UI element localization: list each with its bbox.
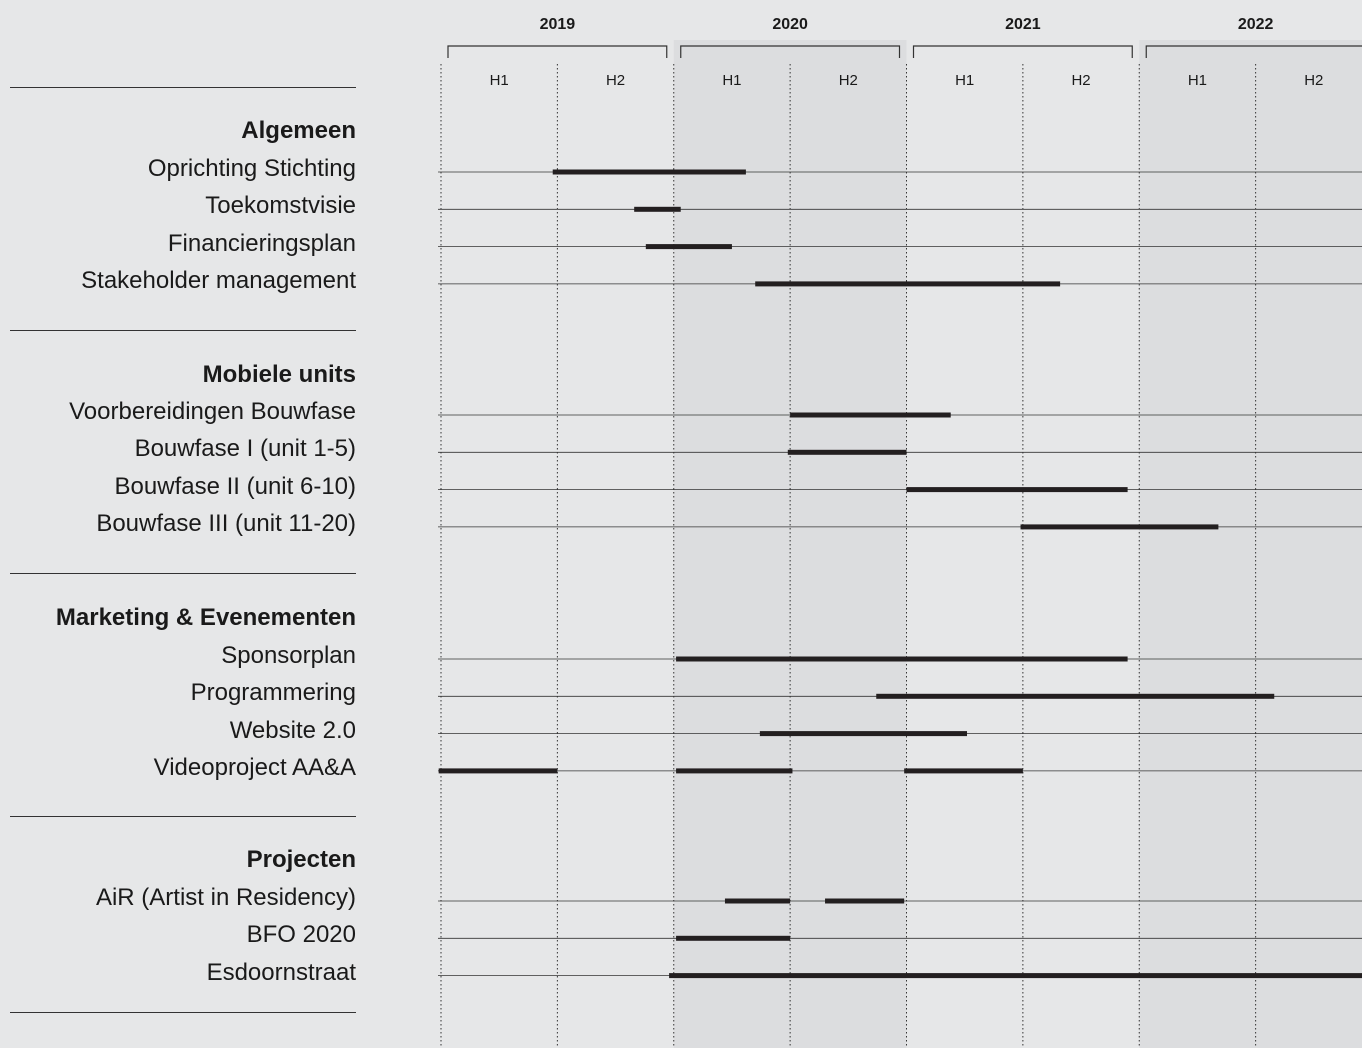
task-label: Toekomstvisie bbox=[205, 192, 356, 220]
task-label: Voorbereidingen Bouwfase bbox=[69, 398, 356, 425]
task-label: Website 2.0 bbox=[229, 716, 356, 744]
task-bar bbox=[552, 169, 746, 175]
timeline-header: 2019 H1 H2 2020 H1 H2 2021 H1 H2 2022 H1 H2 bbox=[447, 16, 1362, 89]
gridline-layer bbox=[440, 64, 1257, 1048]
task-bar bbox=[645, 244, 732, 250]
group-separator bbox=[10, 1012, 356, 1013]
half-label-2019-h1: H1 bbox=[490, 72, 509, 89]
task-label: Stakeholder management bbox=[81, 266, 356, 294]
year-label-2019: 2019 bbox=[540, 16, 576, 33]
task-label: Videoproject AA&A bbox=[153, 753, 356, 781]
task-label: Bouwfase I (unit 1-5) bbox=[134, 435, 356, 463]
year-shading-layer bbox=[673, 40, 1362, 1048]
task-bar bbox=[825, 898, 905, 904]
task-bar bbox=[904, 768, 1023, 774]
task-bar bbox=[1020, 524, 1219, 530]
task-bar bbox=[438, 768, 558, 774]
year-shade-2022 bbox=[1139, 40, 1362, 1048]
group-separator bbox=[10, 87, 356, 88]
task-label: Programmering bbox=[190, 679, 356, 707]
task-bar bbox=[876, 693, 1275, 699]
task-bar bbox=[790, 412, 951, 418]
year-label-2020: 2020 bbox=[772, 16, 808, 33]
task-label: Bouwfase III (unit 11-20) bbox=[96, 509, 356, 537]
task-label: Oprichting Stichting bbox=[147, 155, 356, 182]
bars-layer bbox=[438, 169, 1362, 979]
half-label-2019-h2: H2 bbox=[606, 72, 625, 89]
group-title: Mobiele units bbox=[202, 361, 356, 388]
task-bar bbox=[676, 656, 1128, 662]
group-separator bbox=[10, 573, 356, 574]
year-bracket-2022 bbox=[1145, 45, 1362, 58]
group-title: Projecten bbox=[246, 846, 356, 873]
half-label-2020-h2: H2 bbox=[839, 72, 858, 89]
year-label-2021: 2021 bbox=[1005, 16, 1041, 33]
task-bar bbox=[676, 768, 793, 774]
task-label: BFO 2020 bbox=[246, 921, 356, 949]
task-bar bbox=[759, 731, 968, 737]
task-label: Sponsorplan bbox=[221, 642, 356, 669]
half-label-2021-h2: H2 bbox=[1071, 72, 1090, 89]
task-label: Esdoornstraat bbox=[206, 958, 356, 986]
task-bar bbox=[669, 973, 1362, 979]
group-title: Marketing & Evenementen bbox=[55, 604, 356, 631]
group-title: Algemeen bbox=[241, 117, 356, 144]
task-bar bbox=[724, 898, 791, 904]
task-label: Financieringsplan bbox=[167, 229, 356, 257]
group-separator bbox=[10, 816, 356, 817]
task-label: AiR (Artist in Residency) bbox=[95, 884, 356, 911]
half-label-2022-h2: H2 bbox=[1304, 72, 1323, 89]
year-bracket-2021 bbox=[912, 45, 1133, 58]
half-label-2020-h1: H1 bbox=[722, 72, 741, 89]
year-label-2022: 2022 bbox=[1238, 16, 1274, 33]
half-label-2022-h1: H1 bbox=[1188, 72, 1207, 89]
task-label: Bouwfase II (unit 6-10) bbox=[114, 472, 356, 500]
year-bracket-2020 bbox=[680, 45, 901, 58]
task-bar bbox=[634, 206, 681, 212]
task-bar bbox=[787, 449, 907, 455]
task-bar bbox=[676, 935, 791, 941]
group-separator bbox=[10, 330, 356, 331]
task-bar bbox=[755, 281, 1061, 287]
year-bracket-2019 bbox=[447, 45, 668, 58]
task-bar bbox=[906, 487, 1128, 493]
half-label-2021-h1: H1 bbox=[955, 72, 974, 89]
